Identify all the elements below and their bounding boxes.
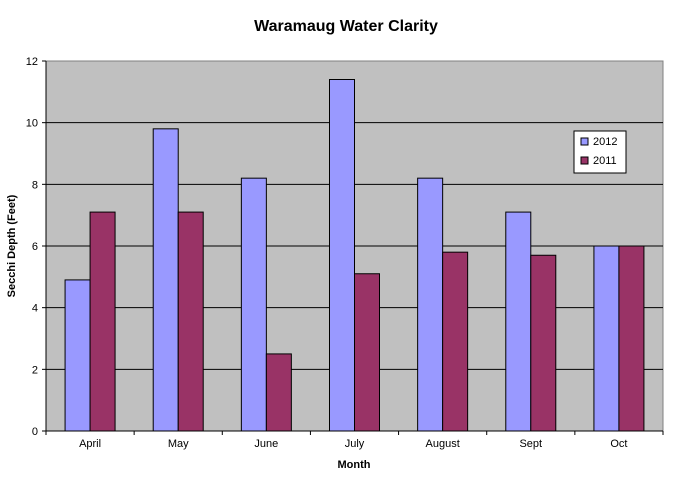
bar-2011-july [354, 273, 380, 432]
y-tick-label: 6 [32, 241, 38, 253]
x-tick-label: Sept [519, 438, 542, 450]
y-axis-title: Secchi Depth (Feet) [6, 194, 18, 297]
y-tick-label: 8 [32, 179, 38, 191]
legend-swatch-2011 [580, 156, 589, 165]
x-tick-label: July [345, 438, 365, 450]
x-tick-label: May [168, 438, 189, 450]
y-tick-label: 12 [26, 56, 38, 68]
bar-2011-april [89, 211, 116, 432]
bars [64, 79, 645, 432]
bar-2012-april [64, 279, 91, 432]
y-tick-label: 10 [26, 118, 38, 130]
chart-title: Waramaug Water Clarity [254, 18, 438, 35]
bar-2012-june [240, 177, 267, 432]
legend: 2012 2011 [573, 130, 627, 174]
x-tick-label: June [254, 438, 278, 450]
x-axis-ticks: April May June July August Sept Oct [45, 431, 664, 450]
legend-label-2012: 2012 [593, 136, 617, 148]
x-axis-title: Month [338, 459, 371, 471]
bar-2011-may [177, 211, 204, 432]
x-tick-label: August [426, 438, 460, 450]
bar-2012-oct [593, 245, 620, 432]
bar-2012-july [329, 79, 355, 432]
bar-2011-sept [530, 254, 557, 432]
legend-swatch-2012 [580, 137, 589, 146]
bar-2011-august [442, 251, 469, 432]
y-tick-label: 0 [32, 426, 38, 438]
y-tick-label: 4 [32, 303, 38, 315]
bar-2011-june [265, 353, 292, 432]
x-tick-label: Oct [610, 438, 627, 450]
y-tick-label: 2 [32, 364, 38, 376]
bar-2012-may [152, 128, 179, 432]
bar-2011-oct [618, 245, 645, 432]
legend-label-2011: 2011 [593, 155, 617, 167]
x-tick-label: April [79, 438, 101, 450]
y-axis-ticks: 0 2 4 6 8 10 12 [26, 56, 46, 438]
bar-2012-august [417, 177, 444, 432]
bar-2012-sept [505, 211, 532, 432]
